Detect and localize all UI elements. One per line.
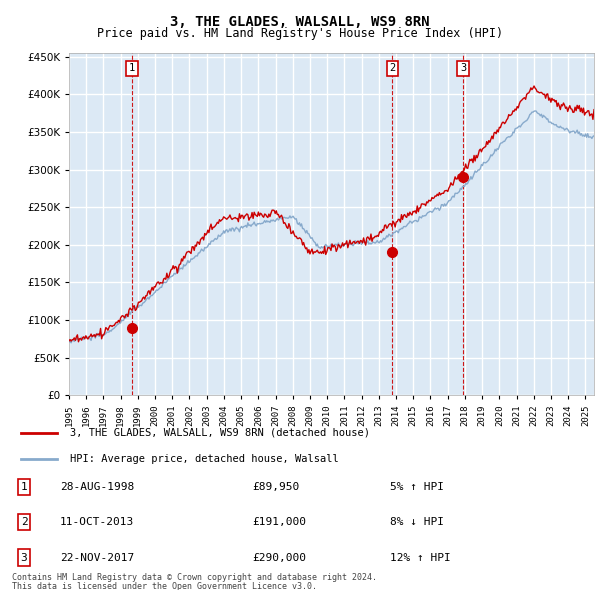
- Text: £290,000: £290,000: [252, 553, 306, 562]
- Text: 3: 3: [460, 63, 466, 73]
- Text: 3, THE GLADES, WALSALL, WS9 8RN: 3, THE GLADES, WALSALL, WS9 8RN: [170, 15, 430, 29]
- Text: 8% ↓ HPI: 8% ↓ HPI: [390, 517, 444, 527]
- Text: HPI: Average price, detached house, Walsall: HPI: Average price, detached house, Wals…: [71, 454, 339, 464]
- Text: 22-NOV-2017: 22-NOV-2017: [60, 553, 134, 562]
- Text: 2: 2: [20, 517, 28, 527]
- Text: This data is licensed under the Open Government Licence v3.0.: This data is licensed under the Open Gov…: [12, 582, 317, 590]
- Text: 28-AUG-1998: 28-AUG-1998: [60, 482, 134, 491]
- Text: 11-OCT-2013: 11-OCT-2013: [60, 517, 134, 527]
- Text: £191,000: £191,000: [252, 517, 306, 527]
- Text: 12% ↑ HPI: 12% ↑ HPI: [390, 553, 451, 562]
- Text: 3: 3: [20, 553, 28, 562]
- Text: 1: 1: [20, 482, 28, 491]
- Text: 2: 2: [389, 63, 395, 73]
- Text: 3, THE GLADES, WALSALL, WS9 8RN (detached house): 3, THE GLADES, WALSALL, WS9 8RN (detache…: [71, 428, 371, 438]
- Text: Contains HM Land Registry data © Crown copyright and database right 2024.: Contains HM Land Registry data © Crown c…: [12, 572, 377, 582]
- Text: £89,950: £89,950: [252, 482, 299, 491]
- Text: Price paid vs. HM Land Registry's House Price Index (HPI): Price paid vs. HM Land Registry's House …: [97, 27, 503, 40]
- Text: 1: 1: [129, 63, 135, 73]
- Text: 5% ↑ HPI: 5% ↑ HPI: [390, 482, 444, 491]
